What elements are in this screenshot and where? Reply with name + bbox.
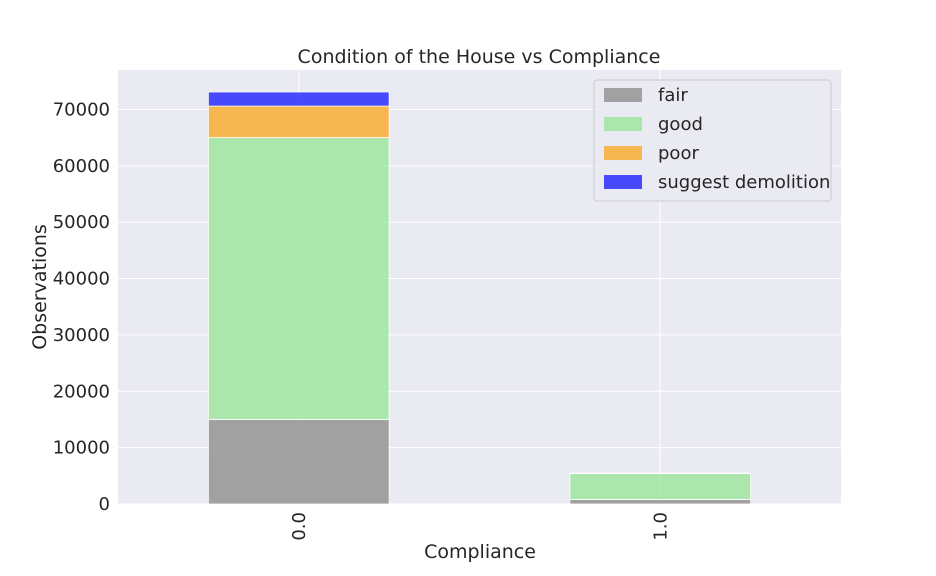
y-tick-label-5: 50000 [53, 212, 110, 233]
bar-fair-0 [207, 419, 390, 505]
legend-label-0: fair [658, 85, 688, 106]
y-tick-label-1: 10000 [53, 438, 110, 459]
x-axis-label: Compliance [424, 541, 536, 563]
legend-swatch-0 [604, 88, 642, 102]
y-tick-labels: 0 10000 20000 30000 40000 50000 60000 70000 [53, 99, 110, 515]
x-tick-label-0: 0.0 [289, 512, 310, 541]
legend-label-3: suggest demolition [658, 172, 830, 193]
y-tick-label-2: 20000 [53, 381, 110, 402]
legend: fair good poor suggest demolition [593, 79, 832, 202]
y-tick-label-7: 70000 [53, 99, 110, 120]
legend-label-2: poor [658, 143, 699, 164]
y-tick-label-4: 40000 [53, 269, 110, 290]
bars [207, 91, 752, 505]
bar-fair-1 [569, 499, 752, 505]
y-tick-label-0: 0 [99, 494, 110, 515]
bar-suggest-demolition-0 [207, 91, 390, 107]
y-axis-label: Observations [29, 224, 51, 350]
legend-label-1: good [658, 114, 703, 135]
y-tick-label-6: 60000 [53, 156, 110, 177]
y-tick-label-3: 30000 [53, 325, 110, 346]
bar-good-0 [207, 137, 390, 420]
legend-swatch-2 [604, 146, 642, 160]
bar-poor-0 [207, 105, 390, 139]
chart-title: Condition of the House vs Compliance [298, 46, 661, 68]
x-tick-labels: 0.0 1.0 [289, 512, 672, 541]
x-tick-label-1: 1.0 [650, 512, 671, 541]
legend-swatch-1 [604, 117, 642, 131]
bar-good-1 [569, 473, 752, 500]
legend-swatch-3 [604, 175, 642, 189]
legend-box [593, 79, 832, 202]
